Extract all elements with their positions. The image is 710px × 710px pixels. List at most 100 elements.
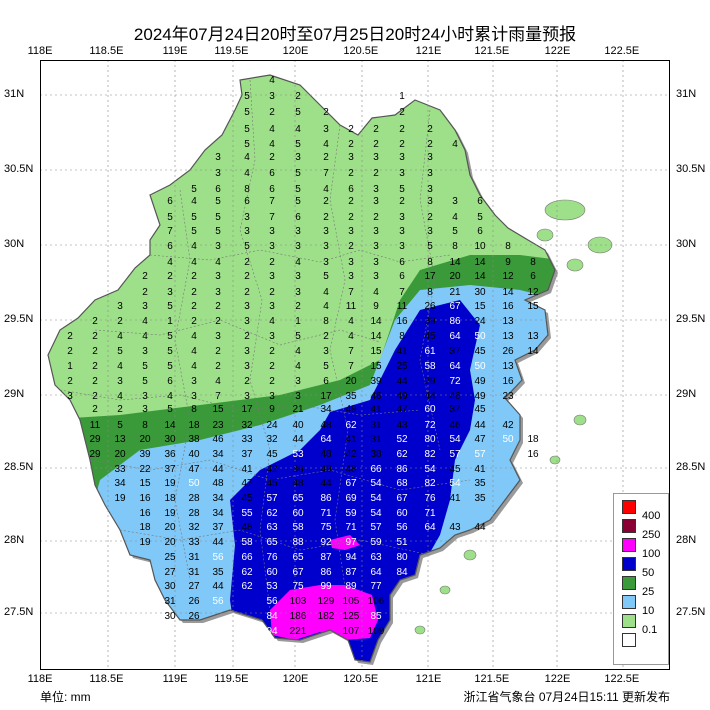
station-value: 6: [167, 376, 173, 387]
station-value: 50: [474, 331, 486, 342]
station-value: 8: [191, 404, 197, 415]
station-value: 2: [348, 196, 354, 207]
station-value: 2: [427, 212, 433, 223]
station-value: 29: [89, 434, 101, 445]
station-value: 3: [348, 271, 354, 282]
station-value: 41: [449, 493, 461, 504]
station-value: 56: [396, 522, 408, 533]
y-tick-label: 29N: [676, 388, 697, 400]
legend-swatch: [622, 595, 636, 609]
station-value: 56: [212, 596, 224, 607]
station-value: 5: [142, 376, 148, 387]
station-value: 2: [244, 331, 250, 342]
station-value: 16: [502, 376, 514, 387]
x-tick-label: 118E: [27, 673, 53, 685]
station-value: 4: [323, 287, 329, 298]
station-value: 49: [474, 376, 486, 387]
station-value: 3: [399, 152, 405, 163]
station-value: 3: [215, 241, 221, 252]
station-value: 2: [92, 361, 98, 372]
y-tick-label: 28N: [676, 534, 697, 546]
station-value: 3: [215, 152, 221, 163]
station-value: 2: [92, 404, 98, 415]
station-value: 28: [188, 508, 200, 519]
station-value: 57: [266, 493, 278, 504]
station-value: 4: [191, 196, 197, 207]
station-value: 4: [295, 124, 301, 135]
station-value: 32: [266, 434, 278, 445]
station-value: 13: [502, 361, 514, 372]
station-value: 2: [191, 316, 197, 327]
station-value: 2: [295, 301, 301, 312]
station-value: 48: [345, 464, 357, 475]
station-value: 7: [348, 361, 354, 372]
station-value: 3: [399, 168, 405, 179]
station-value: 2: [92, 376, 98, 387]
station-value: 4: [244, 152, 250, 163]
station-value: 16: [396, 316, 408, 327]
station-value: 49: [345, 404, 357, 415]
station-value: 3: [373, 226, 379, 237]
station-value: 5: [427, 241, 433, 252]
station-value: 8: [399, 331, 405, 342]
station-value: 33: [188, 537, 200, 548]
station-value: 29: [89, 449, 101, 460]
station-value: 5: [117, 346, 123, 357]
x-tick-label: 122.5E: [604, 45, 640, 57]
legend-label: 250: [642, 529, 661, 541]
station-value: 31: [370, 434, 382, 445]
station-value: 7: [215, 391, 221, 402]
station-value: 2: [373, 212, 379, 223]
station-value: 2: [191, 271, 197, 282]
station-value: 11: [397, 301, 408, 312]
y-tick-label: 27.5N: [4, 606, 34, 618]
station-value: 3: [295, 226, 301, 237]
station-value: 24: [474, 316, 486, 327]
station-value: 5: [452, 226, 458, 237]
station-value: 3: [427, 226, 433, 237]
station-value: 92: [320, 537, 332, 548]
station-value: 5: [295, 168, 301, 179]
station-value: 62: [345, 420, 357, 431]
station-value: 6: [530, 271, 536, 282]
station-value: 5: [167, 346, 173, 357]
station-value: 20: [345, 376, 357, 387]
station-value: 26: [424, 301, 436, 312]
station-value: 56: [266, 596, 278, 607]
x-tick-label: 120E: [282, 673, 309, 685]
station-value: 39: [139, 449, 151, 460]
station-value: 3: [191, 376, 197, 387]
station-value: 3: [269, 91, 275, 102]
station-value: 54: [370, 478, 382, 489]
station-value: 49: [474, 391, 486, 402]
station-value: 3: [269, 331, 275, 342]
station-value: 3: [323, 124, 329, 135]
station-value: 14: [474, 257, 486, 268]
y-tick-label: 29.5N: [4, 313, 34, 325]
station-value: 94: [266, 626, 278, 637]
station-value: 66: [241, 552, 253, 563]
station-value: 3: [244, 391, 250, 402]
station-value: 62: [266, 508, 278, 519]
station-value: 32: [188, 522, 200, 533]
station-value: 2: [215, 301, 221, 312]
station-value: 77: [370, 581, 382, 592]
station-value: 30: [474, 287, 486, 298]
station-value: 10: [474, 241, 486, 252]
station-value: 33: [241, 434, 253, 445]
station-value: 20: [139, 434, 151, 445]
station-value: 33: [114, 464, 126, 475]
station-value: 13: [114, 434, 126, 445]
station-value: 85: [370, 611, 382, 622]
station-value: 18: [139, 522, 151, 533]
station-value: 3: [373, 184, 379, 195]
station-value: 26: [188, 596, 200, 607]
station-value: 3: [295, 391, 301, 402]
station-value: 15: [527, 301, 539, 312]
station-value: 4: [191, 331, 197, 342]
station-value: 5: [295, 107, 301, 118]
station-value: 13: [502, 316, 514, 327]
station-value: 57: [449, 449, 461, 460]
station-value: 19: [139, 537, 151, 548]
station-value: 5: [167, 212, 173, 223]
